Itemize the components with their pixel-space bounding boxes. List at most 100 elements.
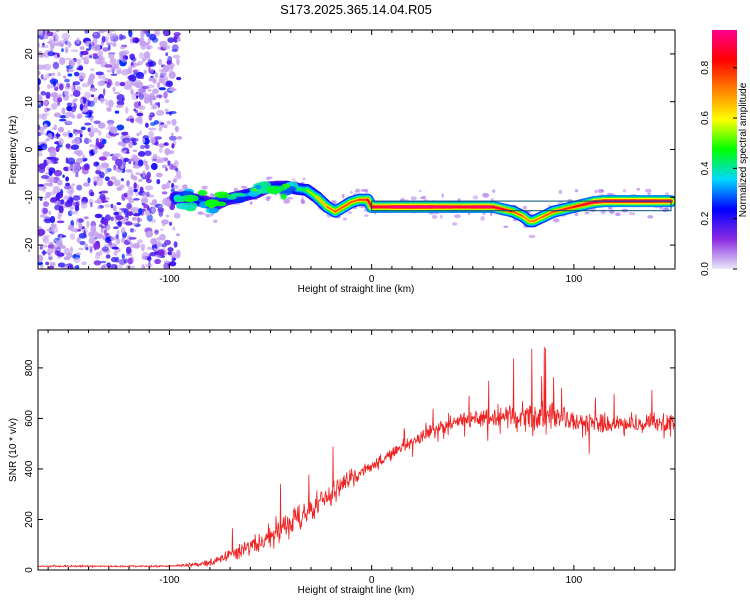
spectrogram-noise-blob: [176, 170, 182, 177]
snr-background: [38, 330, 675, 570]
spectrogram-noise-blob: [75, 265, 80, 269]
spectrogram-noise-blob: [112, 42, 117, 47]
spectrogram-scatter-blob: [629, 211, 633, 216]
spectrogram-noise-blob: [47, 247, 54, 255]
spectrogram-noise-blob: [88, 139, 92, 143]
spectrogram-scatter-blob: [292, 178, 296, 181]
spectrogram-scatter-blob: [178, 188, 184, 193]
spectrogram-noise-blob: [66, 66, 70, 73]
spectrogram-noise-blob: [81, 261, 87, 266]
spectrogram-noise-blob: [94, 183, 97, 187]
spectrogram-ridge-blob: [176, 202, 192, 210]
spectrogram-ridge-blob: [204, 199, 220, 208]
spectrogram-noise-blob: [133, 108, 136, 112]
spectrogram-noise-blob: [71, 84, 75, 93]
spectrogram-noise-blob: [119, 184, 125, 189]
spectrogram-noise-blob: [154, 258, 162, 265]
spectrogram-noise-blob: [66, 265, 70, 269]
spectrogram-noise-blob: [106, 106, 112, 112]
spectrogram-noise-blob: [138, 118, 144, 125]
spectrogram-noise-blob: [39, 55, 44, 58]
spectrogram-noise-blob: [106, 69, 115, 73]
spectrogram-noise-blob: [79, 103, 84, 111]
spectrogram-noise-blob: [132, 243, 141, 249]
spectrogram-scatter-blob: [354, 190, 361, 193]
spectrogram-noise-blob: [104, 204, 111, 208]
spectrogram-noise-blob: [38, 124, 41, 131]
spectrogram-ridge-segment: [350, 198, 361, 204]
spectrogram-noise-blob: [137, 239, 144, 244]
spectrogram-noise-blob: [139, 186, 144, 194]
spectrogram-noise-blob: [110, 133, 117, 137]
spectrogram-noise-blob: [165, 214, 170, 218]
spectrogram-noise-blob: [133, 188, 138, 193]
spectrogram-noise-blob: [123, 258, 129, 264]
spectrogram-noise-blob: [76, 237, 81, 243]
spectrogram-noise-blob: [140, 197, 149, 204]
spectrogram-noise-blob: [113, 179, 121, 187]
spectrogram-noise-blob: [88, 245, 95, 249]
spectrogram-scatter-blob: [421, 195, 427, 200]
spectrogram-noise-blob: [92, 149, 96, 154]
spectrogram-noise-blob: [43, 183, 51, 186]
spectrogram-noise-blob: [167, 163, 174, 167]
spectrogram-noise-blob: [115, 104, 124, 109]
spectrogram-noise-blob: [151, 105, 158, 110]
spectrogram-scatter-blob: [636, 188, 641, 191]
spectrogram-noise-blob: [93, 146, 100, 150]
spectrogram-noise-blob: [65, 182, 71, 186]
spectrogram-noise-blob: [41, 114, 48, 121]
spectrogram-ridge-segment: [542, 210, 555, 218]
spectrogram-noise-blob: [126, 202, 132, 209]
spectrogram-noise-blob: [65, 176, 69, 182]
spectrogram-noise-blob: [105, 237, 110, 240]
spectrogram-noise-blob: [158, 143, 165, 148]
spectrogram-ridge-segment: [572, 203, 585, 208]
spectrogram-noise-blob: [116, 230, 120, 235]
spectrogram-noise-blob: [70, 144, 79, 150]
spectrogram-noise-blob: [146, 256, 152, 261]
spectrogram-ridge-segment: [342, 201, 353, 208]
spectrogram-noise-blob: [126, 189, 134, 198]
spectrogram-noise-blob: [42, 30, 46, 36]
spectrogram-noise-blob: [53, 239, 57, 242]
spectrogram-noise-blob: [64, 40, 68, 45]
spectrogram-noise-blob: [98, 144, 103, 150]
spectrogram-noise-blob: [79, 240, 86, 246]
spectrogram-noise-blob: [110, 236, 117, 241]
spectrogram-noise-blob: [87, 79, 94, 85]
spectrogram-noise-blob: [141, 264, 146, 269]
spectrogram-noise-blob: [46, 31, 53, 37]
spectrogram-noise-blob: [52, 61, 60, 70]
spectrogram-ridge-segment: [306, 189, 319, 199]
spectrogram-noise-blob: [134, 79, 142, 87]
spectrogram-noise-blob: [97, 80, 106, 87]
spectrogram-noise-blob: [46, 156, 55, 160]
spectrogram-noise-blob: [140, 42, 147, 50]
spectrogram-noise-blob: [125, 55, 128, 60]
spectrogram-x-axis-label: Height of straight line (km): [298, 284, 415, 295]
spectrogram-noise-blob: [97, 122, 106, 129]
spectrogram-noise-blob: [151, 207, 156, 213]
spectrogram-noise-blob: [142, 57, 146, 62]
spectrogram-ridge-layer: [169, 180, 675, 228]
spectrogram-noise-blob: [132, 213, 141, 217]
spectrogram-noise-blob: [156, 179, 161, 185]
colorbar-axes: 0.0 0.2 0.4 0.6 0.8: [700, 60, 737, 276]
spectrogram-noise-blob: [153, 136, 162, 140]
spectrogram-noise-blob: [79, 50, 84, 58]
spectrogram-noise-blob: [167, 247, 174, 252]
spectrogram-noise-blob: [137, 216, 141, 223]
spectrogram-noise-blob: [170, 87, 175, 91]
spectrogram-noise-blob: [161, 164, 167, 169]
colorbar-label: Normalized spectral amplitude: [738, 82, 749, 217]
spectrogram-noise-blob: [145, 164, 150, 171]
spectrogram-noise-blob: [67, 73, 73, 77]
spectrogram-noise-blob: [172, 54, 181, 59]
spectrogram-noise-blob: [42, 249, 46, 256]
spectrogram-noise-blob: [97, 44, 101, 52]
spectrogram-noise-blob: [89, 144, 95, 148]
spectrogram-noise-blob: [108, 53, 115, 59]
spectrogram-noise-blob: [82, 154, 85, 159]
spectrogram-noise-blob: [159, 40, 168, 48]
